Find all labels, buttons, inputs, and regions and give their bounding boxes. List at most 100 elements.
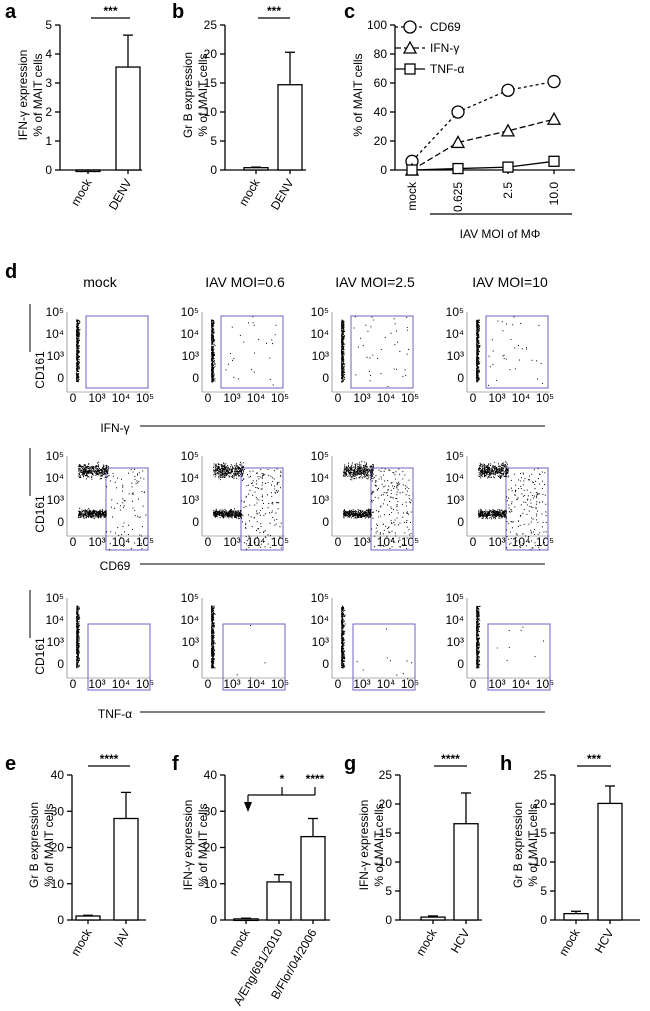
- panel-c-point-square: [406, 164, 418, 176]
- panel-g-ylabel: IFN-γ expression: [357, 800, 371, 891]
- panel-h-ylabel: % of MAIT cells: [526, 803, 540, 886]
- panel-d-plot-ytick: 0: [192, 515, 199, 529]
- panel-b-category-label: mock: [236, 176, 263, 209]
- panel-d-plot-xtick: 10⁴: [247, 535, 266, 549]
- panel-d-row-0-ylabel: CD161: [33, 351, 47, 389]
- panel-d-plot-xtick: 10³: [488, 391, 505, 405]
- panel-c-point-circle: [501, 83, 515, 97]
- panel-c-legend-label-1: IFN-γ: [430, 41, 459, 55]
- panel-d-plot-xtick: 10³: [223, 677, 240, 691]
- panel-f-significance-1: *: [280, 772, 285, 786]
- panel-h-ytick-label: 15: [534, 826, 548, 840]
- panel-c-point-triangle: [500, 123, 516, 137]
- panel-d-plot-ytick: 0: [457, 515, 464, 529]
- panel-d-plot-ytick: 10⁵: [46, 591, 64, 605]
- panel-d-plot-xtick: 10⁴: [512, 391, 531, 405]
- panel-d-plot-ytick: 10³: [312, 635, 329, 649]
- panel-d-scatter-r1-c0: [78, 461, 147, 551]
- panel-d-letter: d: [5, 261, 17, 283]
- panel-d-plot-xtick: 10⁴: [112, 677, 131, 691]
- panel-d-plot-xtick: 10⁵: [536, 391, 554, 405]
- panel-d-plot-ytick: 10⁴: [445, 471, 464, 485]
- panel-d-plot-ytick: 10³: [182, 349, 199, 363]
- panel-h-ytick-label: 10: [534, 855, 548, 869]
- panel-d-plot-xtick: 0: [70, 391, 77, 405]
- panel-d-plot-ytick: 10⁵: [46, 449, 64, 463]
- panel-d-plot-ytick: 10⁵: [181, 591, 199, 605]
- panel-b-bar-DENV: [277, 84, 303, 171]
- panel-d-plot-ytick: 10³: [47, 493, 64, 507]
- panel-c-letter: c: [344, 1, 355, 23]
- panel-d-plot-ytick: 10⁵: [181, 305, 199, 319]
- panel-a-ytick-label: 4: [45, 47, 52, 61]
- panel-c-legend-circle: [403, 20, 417, 34]
- panel-d-scatter-r2-c0: [76, 605, 81, 669]
- panel-d-plot-xtick: 10³: [488, 535, 505, 549]
- panel-d-plot-xtick: 10⁴: [112, 535, 131, 549]
- panel-c-ytick-label: 20: [374, 134, 388, 148]
- panel-d-gate-r1-c3: [505, 467, 549, 551]
- panel-d-plot-ytick: 0: [322, 371, 329, 385]
- panel-d-plot-ytick: 10⁵: [446, 591, 464, 605]
- panel-d-scatter-r2-c2: [341, 605, 413, 681]
- panel-c-series-1-line: [411, 118, 555, 171]
- panel-f-ytick-label: 30: [204, 804, 218, 818]
- panel-d-plot-ytick: 10⁵: [446, 305, 464, 319]
- panel-c-category-label: 10.0: [547, 182, 561, 206]
- panel-d-plot-ytick: 10³: [182, 493, 199, 507]
- panel-h-bar-HCV: [597, 802, 623, 921]
- panel-d-plot-xtick: 0: [470, 391, 477, 405]
- panel-e-letter: e: [5, 753, 16, 775]
- panel-d-plot-xtick: 0: [70, 535, 77, 549]
- panel-d-plot-ytick: 10³: [312, 349, 329, 363]
- panel-f-ytick-label: 20: [204, 841, 218, 855]
- panel-d-plot-ytick: 10⁵: [46, 305, 64, 319]
- panel-d-plot-ytick: 10³: [47, 349, 64, 363]
- panel-a-ytick-label: 2: [45, 105, 52, 119]
- panel-a-ytick-label: 1: [45, 134, 52, 148]
- panel-d-gate-r0-c1: [220, 315, 284, 389]
- panel-d-scatter-r0-c0: [76, 319, 81, 383]
- panel-b-ytick-label: 15: [204, 76, 218, 90]
- panel-a-ytick-label: 0: [45, 163, 52, 177]
- panel-d-row-2-ylabel: CD161: [33, 637, 47, 675]
- panel-c-legend-label-0: CD69: [430, 20, 461, 34]
- panel-d-plot-xtick: 10⁵: [401, 677, 419, 691]
- panel-d-column-header-2: IAV MOI=2.5: [335, 274, 415, 290]
- panel-g-ytick-label: 20: [379, 797, 393, 811]
- panel-g-letter: g: [344, 753, 356, 775]
- panel-d-plot-ytick: 10³: [47, 635, 64, 649]
- panel-g-ytick-label: 15: [379, 826, 393, 840]
- panel-b-ytick-label: 0: [210, 163, 217, 177]
- panel-h-ytick-label: 25: [534, 768, 548, 782]
- panel-d-plot-ytick: 10⁴: [45, 471, 64, 485]
- panel-d-plot-xtick: 10³: [223, 535, 240, 549]
- panel-e-ylabel: % of MAIT cells: [42, 803, 56, 886]
- panel-d-plot-xtick: 0: [335, 391, 342, 405]
- panel-d-plot-ytick: 0: [57, 515, 64, 529]
- panel-d-gate-r1-c0: [105, 467, 149, 551]
- panel-d-plot-xtick: 10⁴: [377, 391, 396, 405]
- panel-d-plot-xtick: 10³: [88, 535, 105, 549]
- panel-c-ylabel: % of MAIT cells: [351, 53, 365, 136]
- panel-e-ytick-label: 0: [57, 913, 64, 927]
- panel-b-ytick-label: 25: [204, 18, 218, 32]
- panel-d-plot-xtick: 10³: [353, 391, 370, 405]
- panel-b-bar-mock: [243, 167, 269, 171]
- panel-g-significance: ****: [441, 752, 460, 766]
- panel-d-scatter-r2-c1: [211, 605, 266, 679]
- panel-a-letter: a: [5, 1, 17, 23]
- panel-d-plot-ytick: 10⁵: [311, 591, 329, 605]
- panel-d-plot-ytick: 10³: [447, 493, 464, 507]
- panel-d-plot-xtick: 0: [205, 677, 212, 691]
- panel-d-gate-r0-c2: [350, 315, 414, 389]
- panel-d-plot-xtick: 10⁵: [536, 535, 554, 549]
- panel-d-plot-xtick: 10⁵: [271, 677, 289, 691]
- panel-d-plot-xtick: 10³: [353, 677, 370, 691]
- panel-d-plot-xtick: 10⁵: [401, 535, 419, 549]
- panel-d-plot-ytick: 10⁵: [311, 449, 329, 463]
- panel-b-ylabel: Gr B expression: [181, 52, 195, 138]
- panel-d-plot-ytick: 10³: [447, 349, 464, 363]
- panel-d-plot-ytick: 0: [57, 371, 64, 385]
- panel-d-gate-r0-c3: [485, 315, 549, 389]
